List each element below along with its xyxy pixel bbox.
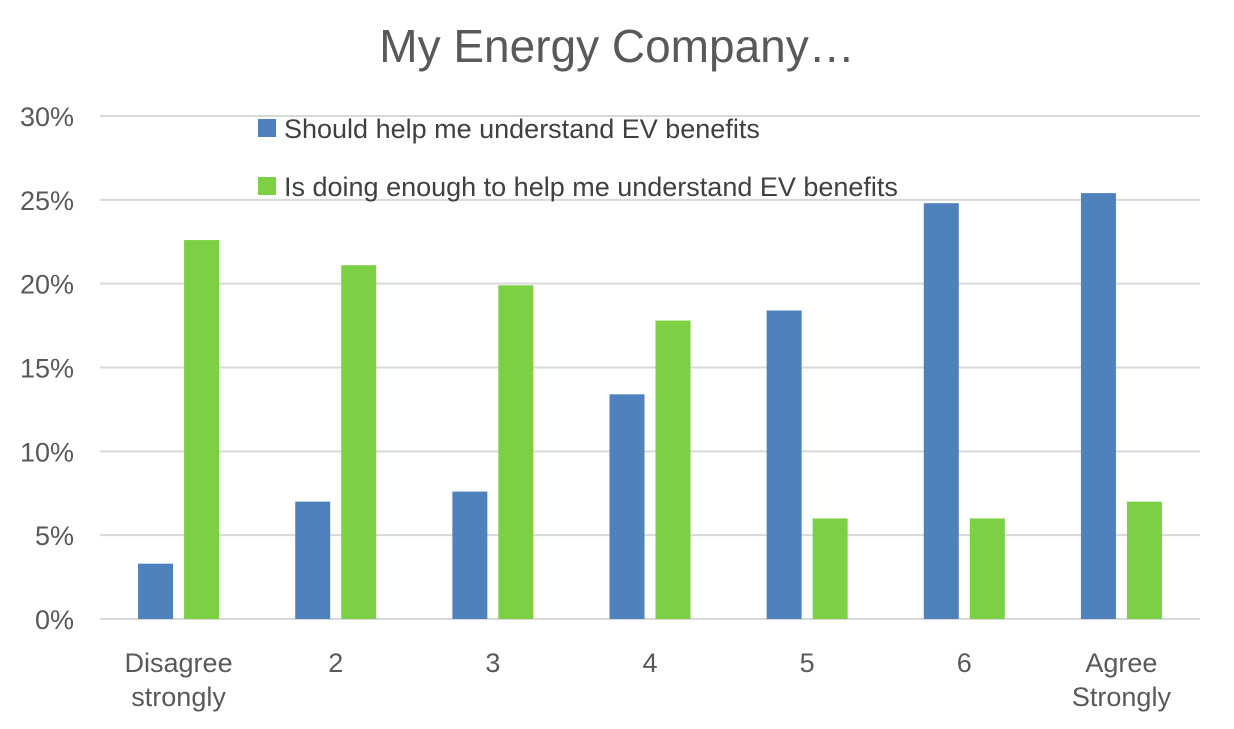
legend-label: Is doing enough to help me understand EV…: [284, 172, 898, 202]
x-tick-label: Strongly: [1072, 682, 1172, 712]
y-tick-label: 5%: [35, 521, 74, 551]
bar-series-2: [812, 518, 848, 619]
bar-series-2: [1126, 501, 1162, 619]
bar-series-1: [766, 310, 802, 619]
y-tick-label: 15%: [20, 354, 74, 384]
legend-swatch: [258, 119, 276, 137]
bar-series-1: [1080, 193, 1116, 620]
gridlines: [100, 115, 1200, 620]
bar-series-1: [609, 394, 645, 619]
y-tick-label: 20%: [20, 270, 74, 300]
y-tick-label: 0%: [35, 605, 74, 635]
bar-series-2: [969, 518, 1005, 619]
bar-series-2: [655, 320, 691, 619]
x-tick-label: 6: [957, 648, 972, 678]
x-tick-label: 5: [800, 648, 815, 678]
x-tick-label: 3: [485, 648, 500, 678]
x-tick-label: 2: [328, 648, 343, 678]
x-tick-label: 4: [642, 648, 657, 678]
bar-series-1: [923, 203, 959, 620]
y-tick-label: 25%: [20, 186, 74, 216]
bar-series-2: [498, 285, 534, 619]
x-tick-label: Agree: [1085, 648, 1157, 678]
legend: Should help me understand EV benefits Is …: [258, 114, 898, 202]
legend-label: Should help me understand EV benefits: [284, 114, 760, 144]
y-tick-label: 10%: [20, 437, 74, 467]
legend-swatch: [258, 177, 276, 195]
x-axis-ticks: Disagree strongly 2 3 4 5 6 Agree Strongly: [125, 648, 1172, 712]
bar-series-2: [341, 265, 377, 619]
bar-series-1: [295, 501, 331, 619]
x-tick-label: strongly: [131, 682, 226, 712]
bar-series-2: [184, 240, 220, 619]
bar-series-1: [452, 491, 488, 619]
bars: [138, 193, 1162, 620]
y-axis-ticks: 0% 5% 10% 15% 20% 25% 30%: [20, 102, 74, 635]
x-tick-label: Disagree: [125, 648, 233, 678]
bar-series-1: [138, 563, 174, 619]
y-tick-label: 30%: [20, 102, 74, 132]
chart-title: My Energy Company…: [379, 20, 855, 72]
